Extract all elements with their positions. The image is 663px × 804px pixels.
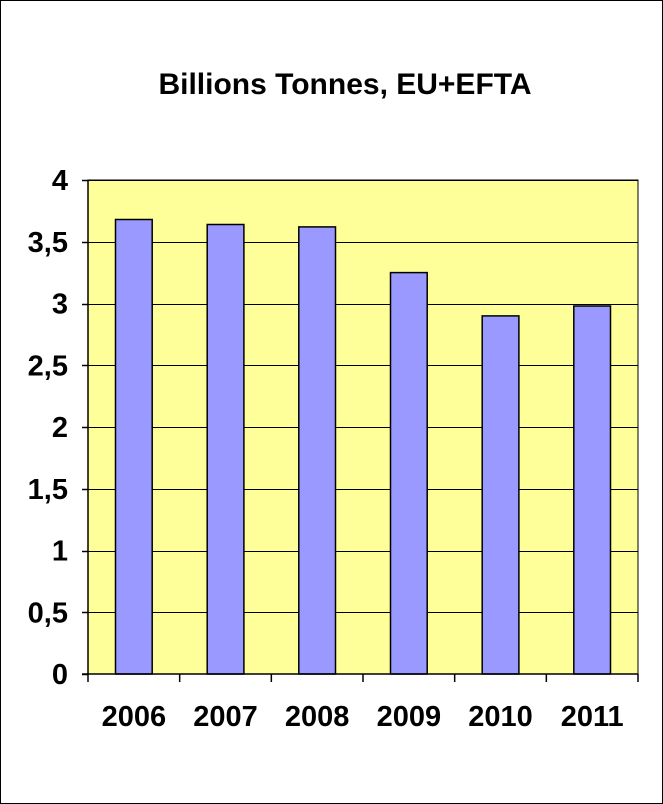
x-tick-label: 2009 (377, 701, 442, 733)
axes (82, 179, 639, 682)
chart-title: Billions Tonnes, EU+EFTA (158, 68, 531, 101)
gridlines (88, 180, 638, 613)
y-tick-label: 4 (52, 165, 68, 197)
y-tick-label: 3 (52, 289, 68, 321)
bar-2009 (389, 271, 428, 675)
x-tick-label: 2010 (468, 701, 533, 733)
bar-2011 (573, 305, 612, 675)
x-tick-label: 2008 (285, 701, 350, 733)
bar-2008 (298, 226, 337, 675)
y-tick-label: 1 (52, 536, 68, 568)
y-tick-label: 1,5 (28, 474, 68, 506)
x-tick-label: 2007 (193, 701, 258, 733)
x-tick-label: 2011 (561, 701, 624, 733)
y-tick-label: 2,5 (28, 350, 68, 382)
y-tick-labels: 0 0,5 1 1,5 2 2,5 3 3,5 4 (28, 165, 68, 691)
bars (114, 218, 612, 675)
y-tick-label: 2 (52, 412, 68, 444)
bar-2006 (114, 218, 153, 675)
x-tick-labels: 2006 2007 2008 2009 2010 2011 (102, 701, 624, 733)
bar-2010 (481, 315, 520, 675)
y-tick-label: 3,5 (28, 227, 68, 259)
y-tick-label: 0,5 (28, 597, 68, 629)
y-tick-label: 0 (52, 659, 68, 691)
x-tick-label: 2006 (102, 701, 167, 733)
bar-2007 (206, 223, 245, 675)
